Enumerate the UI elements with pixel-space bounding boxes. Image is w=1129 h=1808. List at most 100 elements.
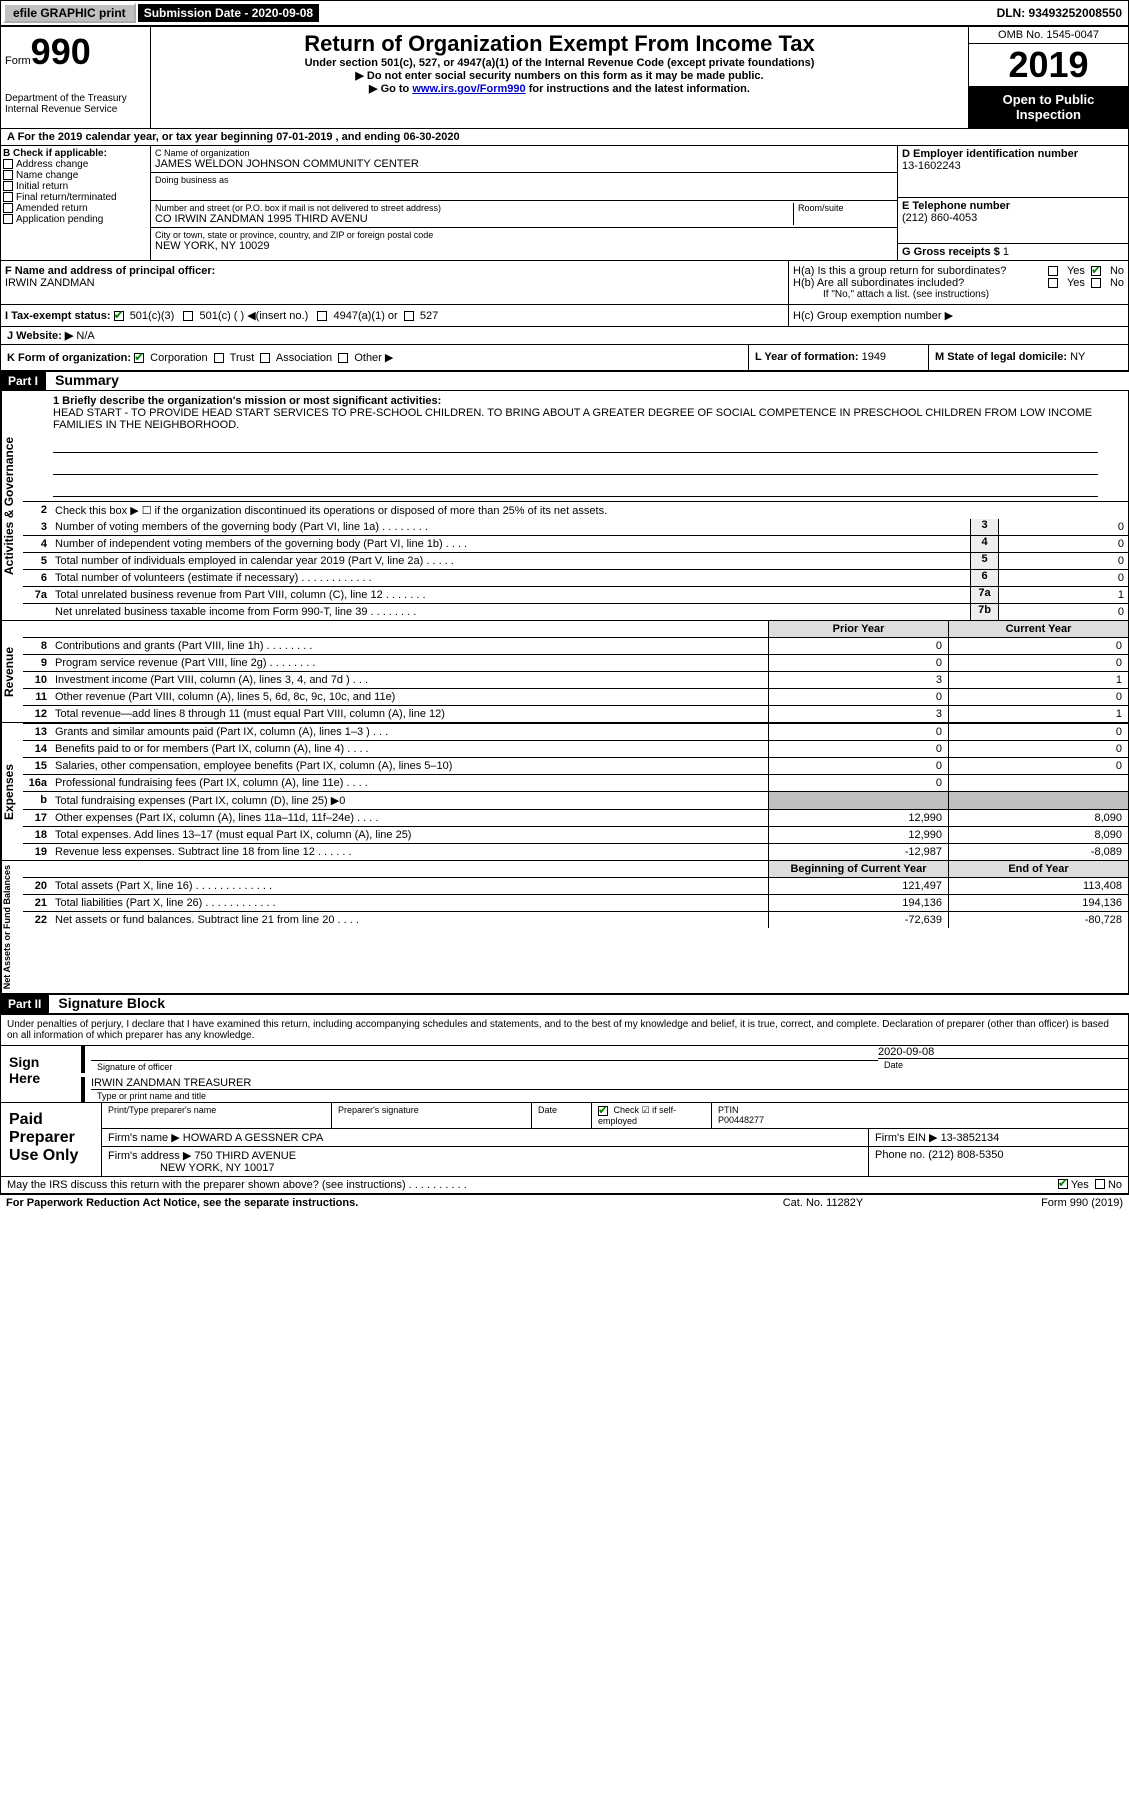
sig-officer-lbl: Signature of officer	[97, 1062, 172, 1072]
dba-lbl: Doing business as	[155, 175, 893, 185]
k-lbl: K Form of organization:	[7, 352, 131, 364]
discuss-no[interactable]	[1095, 1179, 1105, 1189]
firm-ein-lbl: Firm's EIN ▶	[875, 1132, 938, 1144]
footer: For Paperwork Reduction Act Notice, see …	[0, 1194, 1129, 1211]
line2-desc: Check this box ▶ ☐ if the organization d…	[51, 502, 1128, 519]
section-i: I Tax-exempt status: 501(c)(3) 501(c) ( …	[0, 305, 1129, 327]
section-c: C Name of organization JAMES WELDON JOHN…	[151, 146, 898, 260]
section-j: J Website: ▶ N/A	[0, 327, 1129, 345]
table-row: 21Total liabilities (Part X, line 26) . …	[23, 894, 1128, 911]
table-row: 11Other revenue (Part VIII, column (A), …	[23, 688, 1128, 705]
chk-amended[interactable]	[3, 203, 13, 213]
discuss-lbl: May the IRS discuss this return with the…	[7, 1179, 1058, 1191]
chk-final[interactable]	[3, 192, 13, 202]
footer-catno: Cat. No. 11282Y	[723, 1197, 923, 1209]
table-row: 10Investment income (Part VIII, column (…	[23, 671, 1128, 688]
revenue-section: Revenue Prior Year Current Year 8Contrib…	[0, 621, 1129, 723]
phone-value: (212) 860-4053	[902, 212, 1124, 224]
table-row: Net unrelated business taxable income fr…	[23, 603, 1128, 620]
m-value: NY	[1070, 351, 1085, 363]
hb-no-lbl: No	[1110, 277, 1124, 289]
ha-yes[interactable]	[1048, 266, 1058, 276]
ptin-value: P00448277	[718, 1115, 764, 1125]
te-501c3-lbl: 501(c)(3)	[130, 310, 175, 322]
k-other-lbl: Other ▶	[354, 352, 393, 364]
discuss-yes[interactable]	[1058, 1179, 1068, 1189]
chk-final-lbl: Final return/terminated	[16, 192, 117, 203]
part1-hdr: Part I	[0, 372, 46, 390]
sig-name-lbl: Type or print name and title	[91, 1089, 1128, 1102]
phone-lbl: E Telephone number	[902, 200, 1124, 212]
period-row: A For the 2019 calendar year, or tax yea…	[0, 129, 1129, 146]
hb-no[interactable]	[1091, 278, 1101, 288]
part2-title: Signature Block	[52, 995, 165, 1011]
open-inspection: Open to Public Inspection	[969, 86, 1128, 128]
te-lbl: I Tax-exempt status:	[5, 310, 111, 322]
chk-selfemp[interactable]	[598, 1106, 608, 1116]
efile-button[interactable]: efile GRAPHIC print	[3, 3, 136, 23]
line1-text: HEAD START - TO PROVIDE HEAD START SERVI…	[53, 407, 1098, 431]
side-rev: Revenue	[1, 621, 23, 722]
sig-date-lbl: Date	[878, 1058, 1128, 1071]
note-2a: ▶ Go to	[369, 83, 412, 95]
table-row: 6Total number of volunteers (estimate if…	[23, 569, 1128, 586]
ha-no[interactable]	[1091, 266, 1101, 276]
hdr-prior: Prior Year	[768, 621, 948, 637]
org-name-lbl: C Name of organization	[155, 148, 893, 158]
form-header: Form990 Department of the Treasury Inter…	[0, 26, 1129, 129]
addr-value: CO IRWIN ZANDMAN 1995 THIRD AVENU	[155, 213, 793, 225]
chk-name[interactable]	[3, 170, 13, 180]
part2-bar: Part II Signature Block	[0, 994, 1129, 1013]
table-row: 17Other expenses (Part IX, column (A), l…	[23, 809, 1128, 826]
city-value: NEW YORK, NY 10029	[155, 240, 893, 252]
section-bcd: B Check if applicable: Address change Na…	[0, 146, 1129, 261]
chk-initial-lbl: Initial return	[16, 181, 68, 192]
part2-hdr: Part II	[0, 995, 49, 1013]
footer-formno: Form 990 (2019)	[923, 1197, 1123, 1209]
website-value: N/A	[76, 330, 94, 342]
section-d: D Employer identification number 13-1602…	[898, 146, 1128, 260]
discuss-yes-lbl: Yes	[1071, 1179, 1089, 1191]
k-corp[interactable]	[134, 353, 144, 363]
sig-name: IRWIN ZANDMAN TREASURER	[91, 1077, 1128, 1089]
section-fh: F Name and address of principal officer:…	[0, 261, 1129, 305]
table-row: 8Contributions and grants (Part VIII, li…	[23, 637, 1128, 654]
firm-addr-lbl: Firm's address ▶	[108, 1150, 191, 1162]
activities-section: Activities & Governance 1 Briefly descri…	[0, 390, 1129, 621]
side-exp: Expenses	[1, 723, 23, 860]
side-ag: Activities & Governance	[1, 391, 23, 620]
k-assoc-lbl: Association	[276, 352, 332, 364]
form-prefix: Form	[5, 55, 31, 67]
te-501c[interactable]	[183, 311, 193, 321]
footer-paperwork: For Paperwork Reduction Act Notice, see …	[6, 1197, 723, 1209]
section-b-header: B Check if applicable:	[3, 148, 148, 159]
k-other[interactable]	[338, 353, 348, 363]
ein-lbl: D Employer identification number	[902, 148, 1124, 160]
chk-pending[interactable]	[3, 214, 13, 224]
chk-address[interactable]	[3, 159, 13, 169]
ha-no-lbl: No	[1110, 265, 1124, 277]
chk-initial[interactable]	[3, 181, 13, 191]
te-4947[interactable]	[317, 311, 327, 321]
te-527[interactable]	[404, 311, 414, 321]
table-row: 18Total expenses. Add lines 13–17 (must …	[23, 826, 1128, 843]
paid-preparer: Paid Preparer Use Only Print/Type prepar…	[1, 1102, 1128, 1176]
paid-h3: Date	[531, 1103, 591, 1128]
k-corp-lbl: Corporation	[150, 352, 207, 364]
table-row: bTotal fundraising expenses (Part IX, co…	[23, 791, 1128, 809]
signature-block: Under penalties of perjury, I declare th…	[0, 1013, 1129, 1194]
hb-yes[interactable]	[1048, 278, 1058, 288]
te-501c3[interactable]	[114, 311, 124, 321]
firm-addr2: NEW YORK, NY 10017	[160, 1162, 275, 1174]
note-2: ▶ Go to www.irs.gov/Form990 for instruct…	[155, 82, 964, 95]
form990-link[interactable]: www.irs.gov/Form990	[412, 83, 525, 95]
sign-here-lbl: Sign Here	[1, 1046, 81, 1102]
dept-label: Department of the Treasury Internal Reve…	[5, 93, 146, 115]
k-assoc[interactable]	[260, 353, 270, 363]
submission-date: Submission Date - 2020-09-08	[138, 4, 319, 22]
k-trust[interactable]	[214, 353, 224, 363]
note-1: ▶ Do not enter social security numbers o…	[155, 69, 964, 82]
gross-lbl: G Gross receipts $	[902, 246, 1000, 258]
officer-lbl: F Name and address of principal officer:	[5, 265, 784, 277]
table-row: 5Total number of individuals employed in…	[23, 552, 1128, 569]
